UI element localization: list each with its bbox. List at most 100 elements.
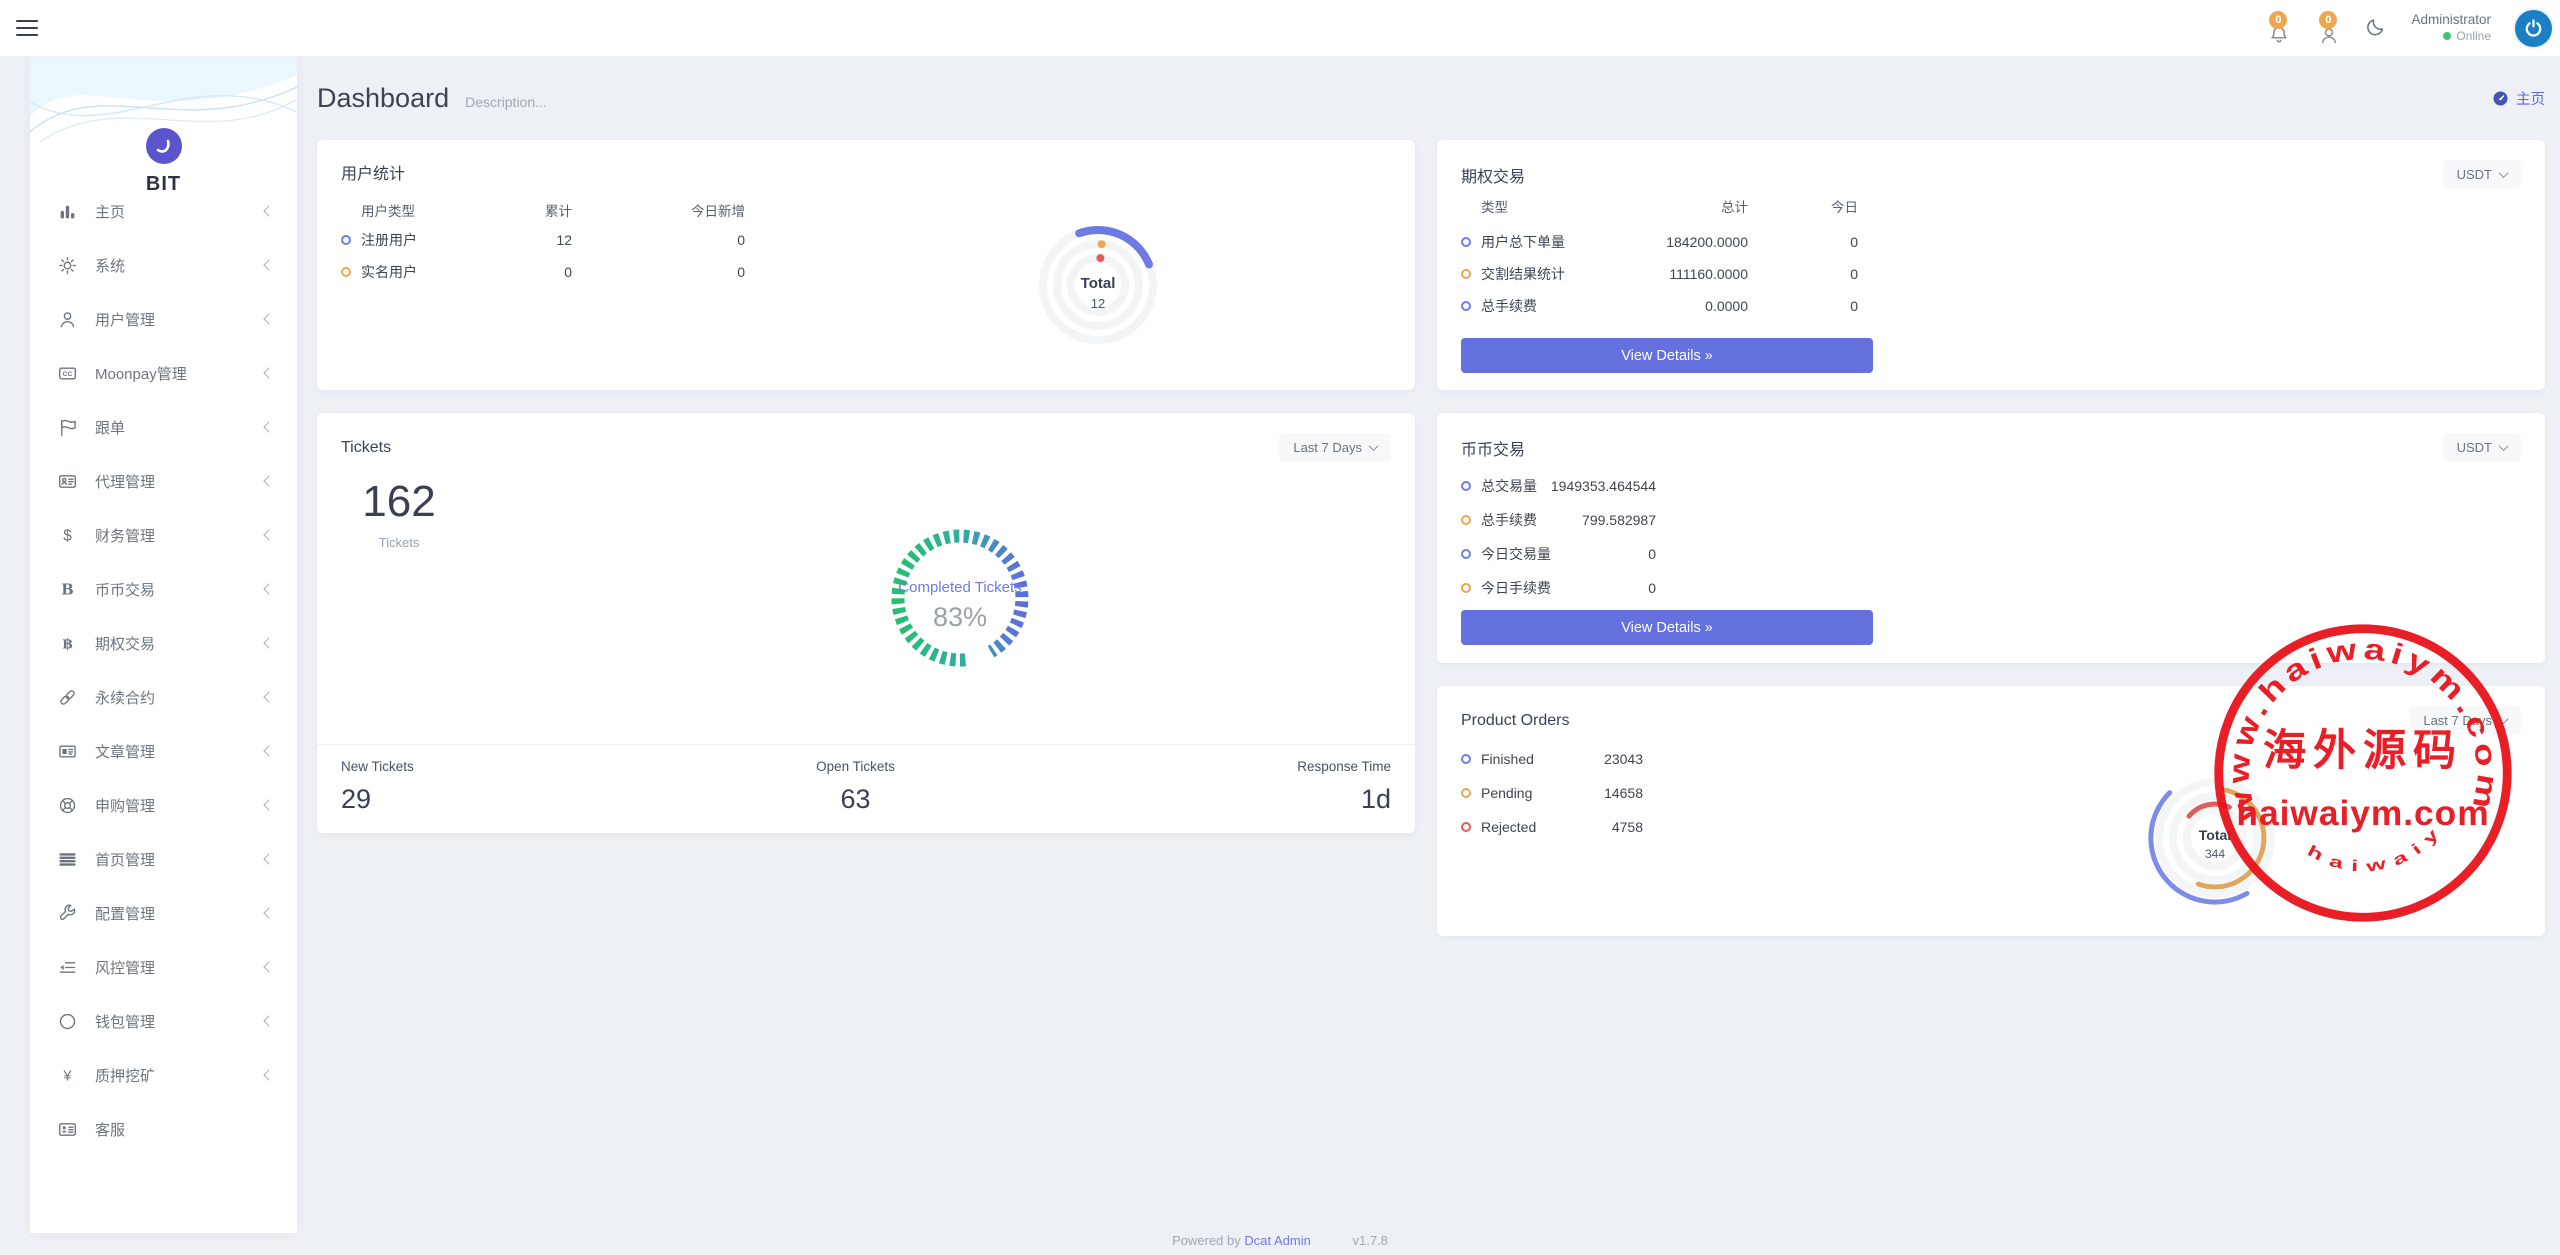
legend-ring bbox=[1461, 515, 1471, 525]
sidebar-toggle-button[interactable] bbox=[16, 20, 38, 36]
currency-select[interactable]: USDT bbox=[2442, 433, 2521, 462]
chevron-left-icon bbox=[263, 583, 275, 595]
sidebar-item-label: 财务管理 bbox=[95, 527, 156, 545]
notifications-button[interactable]: 0 bbox=[2266, 11, 2292, 45]
circle-icon bbox=[58, 1012, 80, 1031]
user-menu[interactable]: Administrator Online bbox=[2411, 12, 2491, 44]
sidebar-item-label: 文章管理 bbox=[95, 743, 156, 761]
stat-total: 0.0000 bbox=[1705, 298, 1748, 314]
brand-logo[interactable] bbox=[145, 128, 182, 164]
stat-label: Finished bbox=[1481, 751, 1534, 767]
avatar[interactable] bbox=[2515, 9, 2552, 47]
stat-label: Response Time bbox=[1297, 759, 1391, 774]
sidebar-item-indent[interactable]: 风控管理 bbox=[30, 940, 297, 994]
legend-ring bbox=[1461, 583, 1471, 593]
sidebar-item-id-badge[interactable]: 客服 bbox=[30, 1102, 297, 1156]
table-row: 总手续费 0.0000 0 bbox=[1461, 290, 1861, 322]
sidebar-item-label: 主页 bbox=[95, 203, 126, 221]
view-details-button[interactable]: View Details » bbox=[1461, 338, 1873, 373]
brand-logo-swoosh-icon bbox=[156, 139, 170, 153]
sidebar-item-label: 质押挖矿 bbox=[95, 1067, 156, 1085]
stat-label: 注册用户 bbox=[361, 232, 417, 248]
tickets-total-value: 162 bbox=[362, 477, 436, 526]
user-stats-table: 用户类型 累计 今日新增 注册用户 12 0 实名用户 0 0 bbox=[341, 196, 771, 288]
card-title: 期权交易 bbox=[1461, 168, 1526, 186]
page-title: Dashboard bbox=[317, 83, 450, 113]
life-ring-icon bbox=[58, 796, 80, 815]
coin-trading-rows: 总交易量 1949353.464544 总手续费 799.582987 今日交易量 0 今日… bbox=[1461, 469, 1656, 605]
stat-label: 交割结果统计 bbox=[1481, 266, 1565, 282]
footer-powered-by: Powered by bbox=[1172, 1233, 1241, 1248]
dashboard-gauge-icon bbox=[2493, 91, 2508, 106]
column-header: 类型 bbox=[1481, 200, 1508, 215]
sidebar-item-chain[interactable]: 永续合约 bbox=[30, 670, 297, 724]
ticket-stat-open-tickets: Open Tickets 63 bbox=[816, 759, 895, 815]
dollar-icon: $ bbox=[58, 526, 80, 545]
chevron-left-icon bbox=[263, 853, 275, 865]
stat-today: 0 bbox=[737, 264, 745, 280]
sidebar-item-circle[interactable]: 钱包管理 bbox=[30, 994, 297, 1048]
sidebar-item-label: 币币交易 bbox=[95, 581, 156, 599]
list-item: Finished 23043 bbox=[1461, 742, 1643, 776]
sidebar-item-letter-b[interactable]: B 币币交易 bbox=[30, 562, 297, 616]
stat-value: 23043 bbox=[1604, 751, 1643, 767]
view-details-button[interactable]: View Details » bbox=[1461, 610, 1873, 645]
stat-label: 总手续费 bbox=[1481, 512, 1537, 528]
id-card-icon bbox=[58, 472, 80, 491]
sidebar-item-dollar[interactable]: $ 财务管理 bbox=[30, 508, 297, 562]
sidebar-menu: 主页系统 用户管理 CC Moonpay管理 跟单 代理管理 $ 财务管理 B 币币交易 ฿ 期权交易… bbox=[30, 184, 297, 1156]
table-row: 用户总下单量 184200.0000 0 bbox=[1461, 226, 1861, 258]
list-item: Pending 14658 bbox=[1461, 776, 1643, 810]
bell-icon bbox=[2271, 26, 2288, 43]
sidebar-item-bar-chart[interactable]: 主页 bbox=[30, 184, 297, 238]
legend-ring bbox=[1461, 788, 1471, 798]
legend-ring bbox=[341, 267, 351, 277]
options-trading-table: 类型 总计 今日 用户总下单量 184200.0000 0 交割结果统计 111160.… bbox=[1461, 192, 1861, 322]
chevron-down-icon bbox=[1368, 441, 1379, 452]
column-header: 今日 bbox=[1831, 200, 1858, 215]
sidebar-item-newspaper[interactable]: 文章管理 bbox=[30, 724, 297, 778]
stat-value: 1d bbox=[1360, 784, 1391, 814]
sidebar-item-life-ring[interactable]: 申购管理 bbox=[30, 778, 297, 832]
sidebar: BIT 主页系统 用户管理 CC Moonpay管理 跟单 代理管理 $ 财务管理 B 币币交易 ฿… bbox=[30, 57, 297, 1233]
moon-icon bbox=[2367, 19, 2384, 36]
sidebar-item-flag[interactable]: 跟单 bbox=[30, 400, 297, 454]
stat-value: 29 bbox=[341, 784, 372, 814]
sidebar-wave-decoration bbox=[30, 57, 297, 143]
stat-total: 111160.0000 bbox=[1669, 266, 1748, 282]
stat-value: 1949353.464544 bbox=[1550, 478, 1656, 494]
sidebar-item-yen[interactable]: ¥ 质押挖矿 bbox=[30, 1048, 297, 1102]
sidebar-item-bitcoin[interactable]: ฿ 期权交易 bbox=[30, 616, 297, 670]
newspaper-icon bbox=[58, 742, 80, 761]
svg-text:CC: CC bbox=[63, 371, 73, 378]
messages-button[interactable]: 0 bbox=[2316, 11, 2342, 45]
sidebar-item-list[interactable]: 首页管理 bbox=[30, 832, 297, 886]
sidebar-item-user[interactable]: 用户管理 bbox=[30, 292, 297, 346]
sidebar-item-cc[interactable]: CC Moonpay管理 bbox=[30, 346, 297, 400]
tickets-card: Tickets Last 7 Days 162 Tickets bbox=[317, 413, 1415, 833]
notification-count-badge: 0 bbox=[2269, 11, 2288, 29]
stat-label: Rejected bbox=[1481, 819, 1537, 835]
sidebar-item-id-card[interactable]: 代理管理 bbox=[30, 454, 297, 508]
currency-select[interactable]: USDT bbox=[2442, 160, 2521, 189]
product-orders-card: Product Orders Last 7 Days Finished 23043… bbox=[1437, 686, 2545, 936]
table-row: 交割结果统计 111160.0000 0 bbox=[1461, 258, 1861, 290]
breadcrumb-home-link[interactable]: 主页 bbox=[2492, 88, 2545, 109]
footer-brand-link[interactable]: Dcat Admin bbox=[1244, 1233, 1311, 1248]
date-range-select[interactable]: Last 7 Days bbox=[2409, 706, 2521, 735]
brand-name: BIT bbox=[145, 173, 182, 195]
sidebar-item-label: 永续合约 bbox=[95, 689, 156, 707]
table-row: 实名用户 0 0 bbox=[341, 256, 771, 288]
theme-toggle-button[interactable] bbox=[2366, 16, 2387, 40]
ticket-stat-response-time: Response Time 1d bbox=[1297, 759, 1391, 815]
sidebar-item-label: 期权交易 bbox=[95, 635, 156, 653]
sidebar-item-wrench[interactable]: 配置管理 bbox=[30, 886, 297, 940]
card-title: 币币交易 bbox=[1461, 441, 1526, 459]
date-range-select[interactable]: Last 7 Days bbox=[1279, 433, 1391, 462]
cc-icon: CC bbox=[58, 364, 80, 383]
chevron-left-icon bbox=[263, 259, 275, 271]
bar-chart-icon bbox=[58, 202, 80, 221]
svg-text:$: $ bbox=[63, 527, 72, 544]
sidebar-item-gear[interactable]: 系统 bbox=[30, 238, 297, 292]
